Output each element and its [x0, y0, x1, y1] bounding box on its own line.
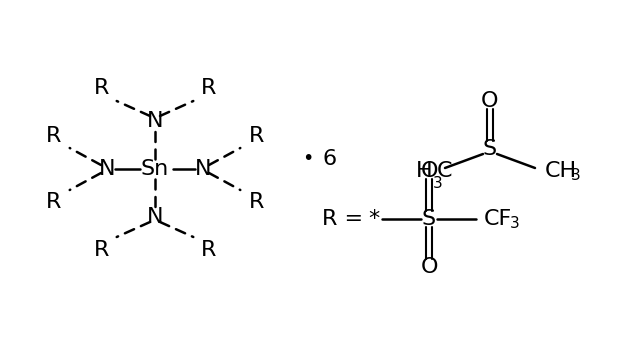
Text: R: R [248, 192, 264, 212]
Text: *: * [369, 209, 380, 229]
Text: C: C [437, 161, 452, 181]
Text: •: • [302, 149, 314, 169]
Text: O: O [481, 91, 499, 111]
Text: 3: 3 [433, 176, 443, 191]
Text: 3: 3 [571, 168, 580, 183]
Text: R: R [94, 240, 109, 260]
Text: N: N [147, 111, 163, 131]
Text: 6: 6 [323, 149, 337, 169]
Text: S: S [483, 139, 497, 159]
Text: R: R [200, 240, 216, 260]
Text: R: R [94, 78, 109, 98]
Text: Sn: Sn [141, 159, 169, 179]
Text: R: R [200, 78, 216, 98]
Text: R =: R = [322, 209, 371, 229]
Text: R: R [248, 126, 264, 146]
Text: CH: CH [545, 161, 577, 181]
Text: R: R [46, 192, 61, 212]
Text: O: O [420, 257, 438, 277]
Text: S: S [422, 209, 436, 229]
Text: 3: 3 [510, 215, 520, 230]
Text: N: N [99, 159, 115, 179]
Text: N: N [147, 207, 163, 227]
Text: R: R [46, 126, 61, 146]
Text: CF: CF [484, 209, 512, 229]
Text: O: O [420, 161, 438, 181]
Text: N: N [195, 159, 211, 179]
Text: H: H [417, 161, 433, 181]
